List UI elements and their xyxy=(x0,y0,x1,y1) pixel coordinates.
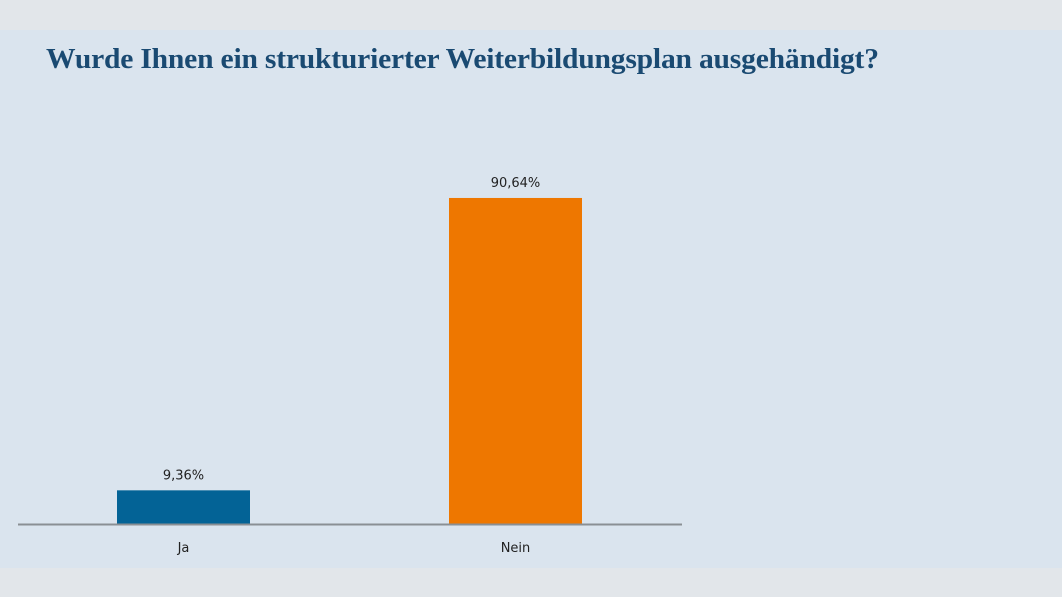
data-label: 9,36% xyxy=(163,468,204,483)
x-tick-label: Nein xyxy=(501,541,531,556)
data-label: 90,64% xyxy=(491,176,541,191)
bar-ja xyxy=(117,490,250,524)
x-tick-label: Ja xyxy=(177,541,190,556)
bar-nein xyxy=(449,197,582,524)
chart-title: Wurde Ihnen ein strukturierter Weiterbil… xyxy=(46,43,879,75)
